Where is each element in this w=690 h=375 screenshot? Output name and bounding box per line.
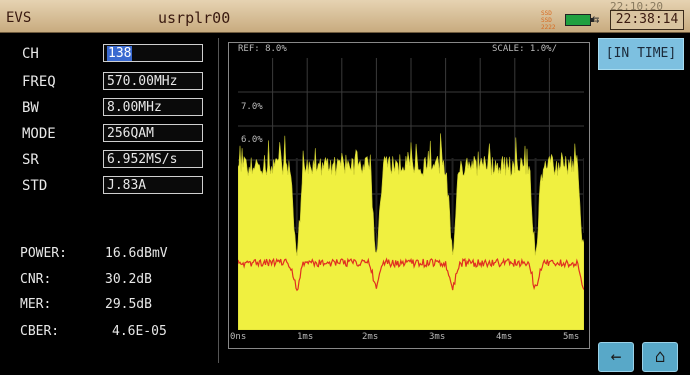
- mer-label: MER:: [20, 297, 52, 312]
- battery-icon: [565, 14, 594, 26]
- ch-field[interactable]: 138: [103, 44, 203, 62]
- mean-trace: [238, 257, 584, 292]
- x-tick-3: 3ms: [429, 332, 446, 342]
- y-tick-7: 7.0%: [241, 102, 263, 112]
- storage-indicator: SSD SSD 2222: [541, 10, 555, 31]
- y-tick-6: 6.0%: [241, 135, 263, 145]
- param-label-ch: CH: [22, 46, 39, 62]
- storage-label-3: 2222: [541, 24, 556, 31]
- cber-value: 4.6E-05: [112, 324, 167, 339]
- x-tick-4: 4ms: [496, 332, 513, 342]
- ref-label: REF: 8.0%: [238, 44, 287, 54]
- param-label-freq: FREQ: [22, 74, 56, 90]
- param-label-mode: MODE: [22, 126, 56, 142]
- clock-ghost: 22:10:20: [610, 0, 663, 13]
- clock: 22:38:14: [610, 10, 684, 30]
- x-tick-0: 0ns: [230, 332, 247, 342]
- param-label-sr: SR: [22, 152, 39, 168]
- back-button[interactable]: ←: [598, 342, 634, 372]
- x-tick-1: 1ms: [297, 332, 314, 342]
- home-button[interactable]: ⌂: [642, 342, 678, 372]
- panel-divider: [218, 38, 219, 363]
- cnr-value: 30.2dB: [105, 272, 152, 287]
- ch-value: 138: [107, 46, 133, 61]
- top-status-bar: EVS usrplr00 SSD SSD 2222 ⇆ 22:10:20 22:…: [0, 0, 690, 33]
- scale-label: SCALE: 1.0%/: [492, 44, 558, 54]
- cber-label: CBER:: [20, 324, 60, 339]
- sr-field[interactable]: 6.952MS/s: [103, 150, 203, 168]
- signal-envelope: [238, 133, 584, 330]
- device-name: usrplr00: [158, 9, 231, 27]
- plot-frame: [228, 42, 590, 349]
- in-time-button[interactable]: [IN TIME]: [598, 38, 684, 70]
- std-field[interactable]: J.83A: [103, 176, 203, 194]
- param-label-std: STD: [22, 178, 48, 194]
- power-label: POWER:: [20, 246, 67, 261]
- time-domain-plot: [238, 58, 584, 330]
- mode-label: EVS: [6, 10, 32, 26]
- x-tick-2: 2ms: [362, 332, 379, 342]
- param-label-bw: BW: [22, 100, 39, 116]
- x-tick-5: 5ms: [563, 332, 580, 342]
- storage-label-2: SSD: [541, 17, 552, 24]
- cnr-label: CNR:: [20, 272, 52, 287]
- storage-label-1: SSD: [541, 10, 552, 17]
- home-icon: ⌂: [654, 346, 666, 367]
- power-value: 16.6dBmV: [105, 246, 168, 261]
- bw-field[interactable]: 8.00MHz: [103, 98, 203, 116]
- freq-field[interactable]: 570.00MHz: [103, 72, 203, 90]
- mode-field[interactable]: 256QAM: [103, 124, 203, 142]
- back-arrow-icon: ←: [610, 346, 622, 367]
- plug-icon: ⇆: [592, 12, 600, 26]
- mer-value: 29.5dB: [105, 297, 152, 312]
